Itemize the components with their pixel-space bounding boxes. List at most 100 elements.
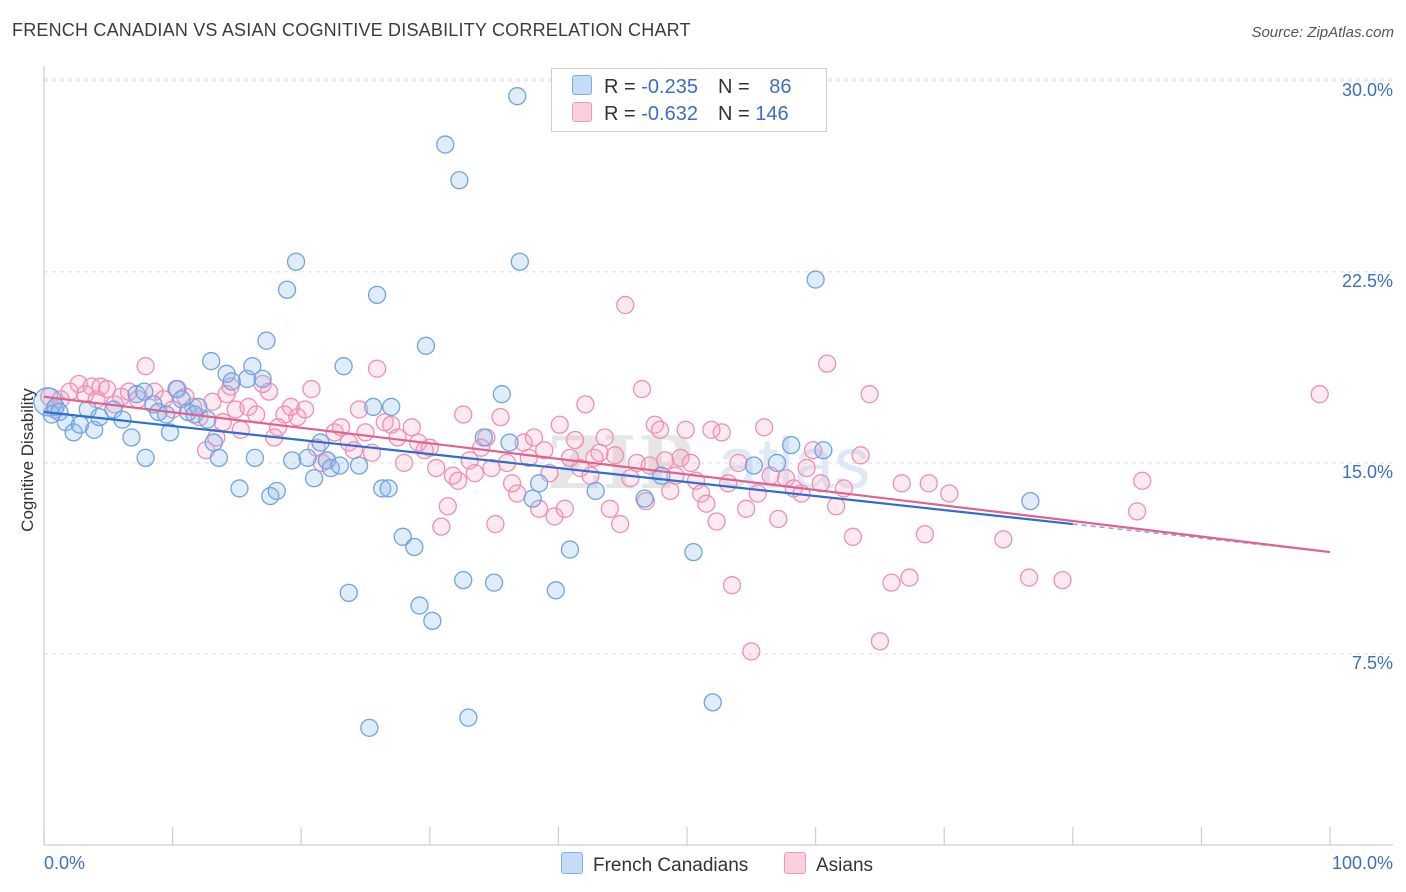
french-canadian-point bbox=[230, 479, 249, 498]
asian-point bbox=[486, 514, 505, 534]
french-canadian-point bbox=[484, 573, 504, 592]
asian-point bbox=[535, 441, 554, 460]
asian-point bbox=[755, 418, 774, 437]
french-canadian-point bbox=[283, 451, 302, 470]
french-canadian-point bbox=[586, 481, 605, 501]
legend-n-value: 146 bbox=[755, 103, 789, 125]
french-canadian-point bbox=[209, 448, 229, 468]
asian-point bbox=[843, 527, 863, 546]
asian-point bbox=[892, 474, 911, 493]
french-canadian-point bbox=[393, 527, 412, 546]
asian-point bbox=[632, 379, 652, 399]
asian-point bbox=[940, 484, 959, 503]
asian-point bbox=[443, 466, 463, 485]
x-tick-label: 0.0% bbox=[44, 853, 85, 873]
asian-point bbox=[239, 397, 258, 417]
legend-r-label: R = bbox=[604, 76, 642, 98]
french-canadian-point bbox=[339, 583, 358, 602]
asian-point bbox=[919, 474, 938, 493]
y-tick-label: 7.5% bbox=[1352, 653, 1393, 673]
asian-point bbox=[797, 458, 816, 478]
asian-point bbox=[811, 474, 830, 493]
french-canadian-point bbox=[167, 379, 186, 399]
asian-point bbox=[707, 512, 726, 531]
french-canadian-point bbox=[782, 435, 801, 455]
french-canadian-point bbox=[523, 489, 542, 508]
asian-point bbox=[691, 484, 711, 503]
y-tick-label: 22.5% bbox=[1342, 271, 1393, 291]
french-canadian-point bbox=[379, 479, 398, 498]
legend-item-asians[interactable]: Asians bbox=[784, 852, 873, 877]
asian-point bbox=[818, 354, 837, 373]
asian-point bbox=[803, 441, 823, 460]
asian-point bbox=[203, 392, 222, 411]
asian-point bbox=[1127, 502, 1147, 521]
x-tick-label: 100.0% bbox=[1332, 853, 1393, 873]
french-canadian-point bbox=[202, 351, 221, 371]
asian-point bbox=[719, 474, 738, 493]
asian-point bbox=[681, 453, 701, 473]
asian-point bbox=[882, 573, 901, 592]
legend-r-value: -0.632 bbox=[641, 103, 698, 125]
y-tick-label: 30.0% bbox=[1342, 80, 1393, 100]
french-canadian-point bbox=[500, 433, 519, 452]
asian-point bbox=[655, 451, 675, 470]
french-canadian-point bbox=[298, 448, 317, 468]
chart-title: FRENCH CANADIAN VS ASIAN COGNITIVE DISAB… bbox=[12, 20, 691, 40]
asians-points bbox=[39, 295, 1329, 661]
asian-point bbox=[1133, 471, 1152, 490]
french-canadian-point bbox=[703, 693, 722, 712]
french-canadian-point bbox=[450, 171, 469, 190]
legend-label: French Canadians bbox=[593, 855, 749, 876]
french-canadian-point bbox=[286, 252, 306, 271]
correlation-legend: R = -0.235 N = 86 R = -0.632 N = 146 bbox=[551, 68, 827, 132]
french-canadian-point bbox=[459, 708, 478, 727]
asian-point bbox=[519, 448, 538, 468]
asian-point bbox=[295, 400, 315, 419]
french-canadian-point bbox=[243, 357, 262, 376]
french-canadian-point bbox=[492, 385, 511, 404]
legend-n-label: N = bbox=[717, 103, 756, 125]
french-canadian-point bbox=[436, 135, 455, 154]
asian-point bbox=[661, 481, 680, 501]
asian-point bbox=[529, 499, 549, 518]
legend-item-french-canadians[interactable]: French Canadians bbox=[561, 852, 748, 877]
asian-point bbox=[748, 484, 767, 503]
french-canadian-point bbox=[330, 456, 349, 475]
asian-point bbox=[595, 428, 614, 447]
asian-point bbox=[524, 428, 544, 447]
asian-point bbox=[97, 379, 117, 399]
asian-point bbox=[616, 295, 635, 315]
legend-swatch-blue bbox=[572, 75, 592, 95]
asian-point bbox=[610, 514, 630, 534]
trend-lines bbox=[43, 395, 1331, 554]
french-canadian-point bbox=[560, 540, 580, 559]
french-canadian-point bbox=[373, 479, 392, 498]
source-note: Source: ZipAtlas.com bbox=[1251, 24, 1394, 41]
french-canadian-point bbox=[806, 270, 825, 289]
asian-point bbox=[454, 405, 473, 424]
french-canadian-point bbox=[334, 357, 353, 376]
asian-point bbox=[900, 568, 919, 587]
asian-point bbox=[438, 497, 457, 516]
legend-r-value: -0.235 bbox=[641, 76, 698, 98]
french-canadian-point bbox=[253, 369, 272, 389]
asian-point bbox=[288, 407, 307, 427]
asian-point bbox=[545, 507, 564, 526]
french-canadian-point bbox=[382, 397, 401, 417]
legend-row-asians: R = -0.632 N = 146 bbox=[572, 102, 789, 126]
asian-point bbox=[448, 471, 468, 490]
asian-point bbox=[870, 632, 890, 651]
asian-point bbox=[213, 413, 232, 432]
french-canadian-point bbox=[474, 428, 493, 447]
french-canadian-point bbox=[454, 570, 473, 590]
asian-point bbox=[491, 407, 510, 427]
asian-point bbox=[851, 446, 870, 465]
asian-point bbox=[742, 642, 761, 661]
series-legend: French Canadians Asians bbox=[0, 852, 1406, 878]
asian-point bbox=[860, 385, 879, 404]
asian-point bbox=[650, 420, 670, 439]
legend-n-label: N = bbox=[717, 76, 756, 98]
asian-point bbox=[737, 499, 756, 518]
french-canadian-point bbox=[510, 252, 529, 271]
